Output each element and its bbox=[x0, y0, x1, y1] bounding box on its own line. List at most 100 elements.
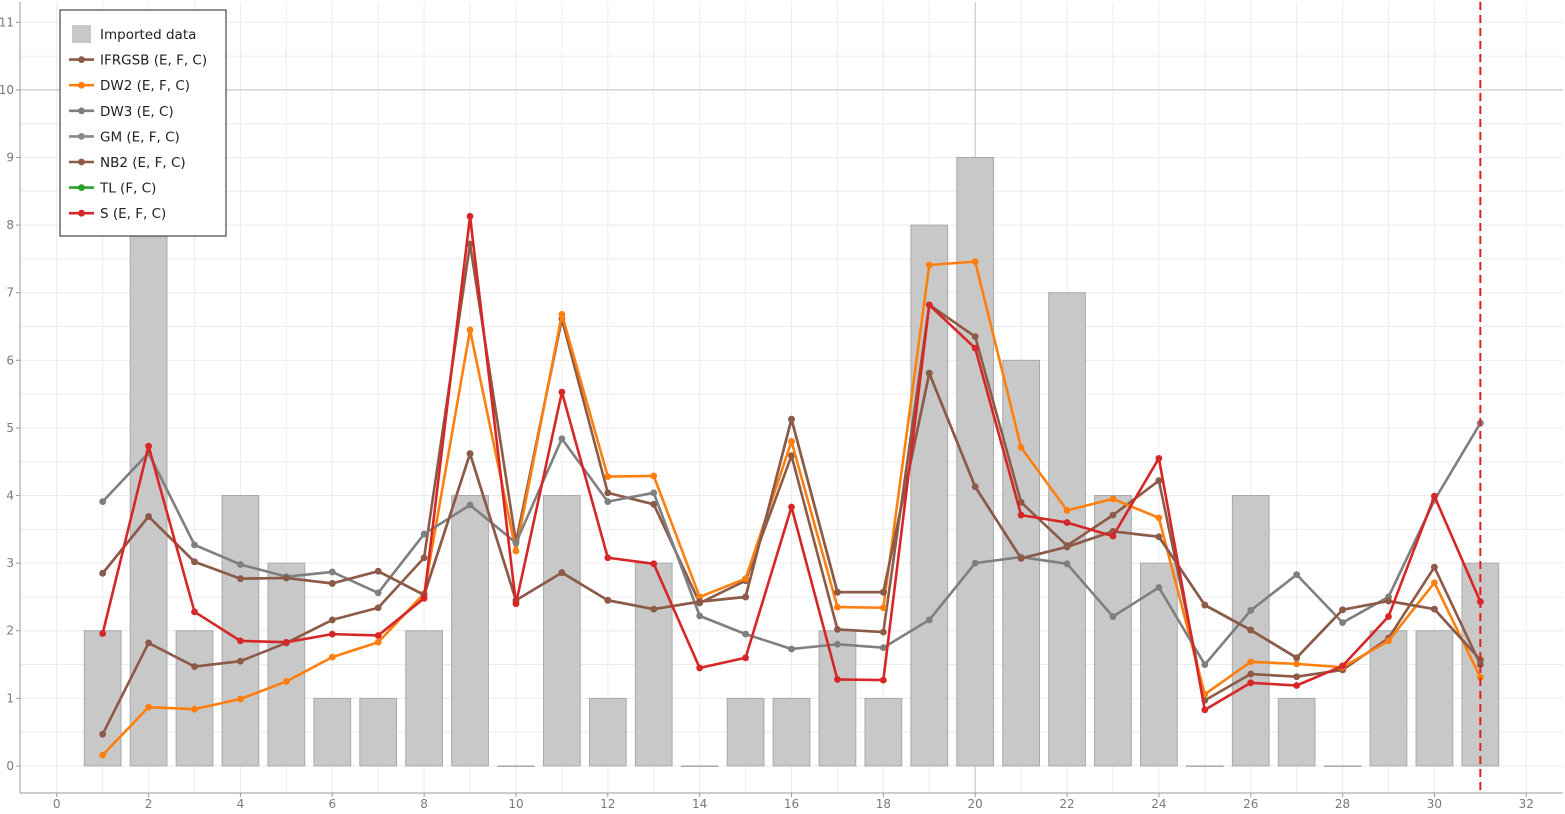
series-point-s bbox=[834, 676, 841, 683]
x-tick-label: 18 bbox=[876, 797, 891, 811]
y-tick-label: 9 bbox=[6, 150, 14, 164]
series-point-ifrgsb bbox=[834, 625, 841, 633]
x-tick-label: 6 bbox=[328, 797, 336, 811]
series-point-nb2 bbox=[879, 588, 887, 596]
legend-item-ifrgsb: IFRGSB (E, F, C) bbox=[69, 53, 207, 69]
series-point-s bbox=[1201, 706, 1209, 714]
series-point-s bbox=[328, 630, 336, 638]
series-point-dw2 bbox=[99, 751, 107, 759]
series-point-dw2 bbox=[1017, 444, 1025, 451]
legend-label: TL (F, C) bbox=[99, 181, 156, 197]
series-point-ifrgsb bbox=[788, 452, 795, 460]
legend-item-s: S (E, F, C) bbox=[69, 206, 166, 222]
x-tick-label: 2 bbox=[145, 797, 153, 811]
series-point-ifrgsb bbox=[328, 616, 336, 624]
series-point-s bbox=[237, 637, 244, 645]
series-point-nb2 bbox=[1063, 543, 1071, 551]
series-point-nb2 bbox=[145, 513, 152, 520]
series-point-nb2 bbox=[696, 598, 704, 606]
bar-imported-data bbox=[1140, 562, 1178, 767]
legend-swatch bbox=[72, 25, 91, 43]
legend-item-dw3: DW3 (E, C) bbox=[69, 104, 174, 120]
series-point-nb2 bbox=[466, 450, 474, 458]
series-lines bbox=[99, 212, 1484, 759]
series-point-dw3 bbox=[374, 589, 382, 597]
series-point-dw3 bbox=[1155, 584, 1163, 591]
legend-label: DW2 (E, F, C) bbox=[100, 78, 190, 94]
legend-label: IFRGSB (E, F, C) bbox=[100, 53, 207, 69]
bar-imported-data bbox=[1185, 765, 1224, 767]
series-point-dw2 bbox=[1476, 673, 1484, 681]
series-point-dw2 bbox=[1063, 507, 1071, 514]
series-point-s bbox=[191, 608, 198, 616]
x-tick-label: 8 bbox=[420, 797, 428, 811]
legend-item-gm: GM (E, F, C) bbox=[69, 129, 180, 145]
series-point-nb2 bbox=[558, 569, 566, 577]
series-point-s bbox=[1109, 532, 1117, 540]
series-point-dw3 bbox=[420, 530, 428, 538]
series-point-dw3 bbox=[925, 616, 933, 624]
legend-swatch-point bbox=[78, 133, 85, 140]
series-point-dw3 bbox=[1063, 560, 1071, 568]
bar-imported-data bbox=[359, 697, 398, 767]
series-point-ifrgsb bbox=[604, 489, 612, 497]
y-tick-label: 4 bbox=[6, 489, 14, 503]
bar-imported-data bbox=[1415, 630, 1454, 767]
series-point-s bbox=[971, 344, 979, 352]
bar-imported-data bbox=[864, 697, 903, 767]
series-point-dw3 bbox=[237, 561, 244, 568]
series-point-s bbox=[512, 600, 520, 608]
bar-imported-data bbox=[588, 697, 627, 767]
series-point-dw2 bbox=[650, 472, 658, 480]
y-tick-label: 6 bbox=[6, 353, 14, 367]
series-point-dw2 bbox=[925, 261, 933, 269]
series-point-s bbox=[145, 442, 152, 450]
series-point-s bbox=[788, 503, 795, 511]
series-point-nb2 bbox=[1247, 626, 1255, 634]
series-point-dw3 bbox=[650, 489, 658, 497]
bar-imported-data bbox=[634, 562, 673, 767]
series-point-nb2 bbox=[604, 596, 612, 604]
series-point-nb2 bbox=[925, 369, 933, 377]
bar-imported-data bbox=[543, 495, 581, 767]
series-point-dw2 bbox=[604, 473, 612, 480]
series-point-dw3 bbox=[1247, 607, 1255, 614]
series-point-ifrgsb bbox=[374, 604, 382, 612]
series-point-nb2 bbox=[650, 605, 658, 613]
series-point-nb2 bbox=[1155, 533, 1163, 541]
bar-imported-data bbox=[221, 495, 260, 767]
series-point-nb2 bbox=[742, 593, 749, 601]
series-point-dw2 bbox=[971, 258, 979, 266]
legend-swatch-point bbox=[78, 158, 85, 166]
series-point-dw2 bbox=[558, 310, 566, 318]
legend-swatch-point bbox=[78, 56, 85, 63]
bar-imported-data bbox=[1002, 359, 1040, 767]
bar-imported-data bbox=[1369, 630, 1408, 767]
bar-imported-data bbox=[956, 156, 995, 767]
series-point-dw3 bbox=[99, 498, 107, 506]
bar-imported-data bbox=[1323, 765, 1362, 767]
series-point-dw2 bbox=[466, 326, 474, 334]
legend-item-tl: TL (F, C) bbox=[69, 181, 156, 197]
series-point-ifrgsb bbox=[1017, 498, 1025, 506]
legend-item-dw2: DW2 (E, F, C) bbox=[69, 78, 190, 94]
series-point-ifrgsb bbox=[466, 240, 474, 248]
series-point-nb2 bbox=[374, 567, 382, 575]
series-point-dw3 bbox=[696, 612, 704, 620]
legend-label: Imported data bbox=[100, 27, 196, 43]
bar-imported-data bbox=[83, 630, 122, 767]
series-point-s bbox=[1431, 492, 1438, 500]
series-point-ifrgsb bbox=[237, 657, 244, 665]
legend-label: S (E, F, C) bbox=[100, 206, 166, 222]
series-point-ifrgsb bbox=[1476, 661, 1484, 668]
series-point-dw3 bbox=[788, 645, 795, 653]
legend-box bbox=[59, 9, 227, 237]
series-point-nb2 bbox=[282, 574, 290, 582]
series-point-dw3 bbox=[879, 644, 887, 652]
series-point-ifrgsb bbox=[99, 730, 107, 738]
x-tick-label: 24 bbox=[1151, 797, 1166, 811]
bar-imported-data bbox=[772, 697, 811, 767]
y-tick-label: 1 bbox=[6, 691, 14, 705]
series-point-dw3 bbox=[1339, 619, 1346, 627]
y-tick-label: 5 bbox=[6, 421, 14, 435]
